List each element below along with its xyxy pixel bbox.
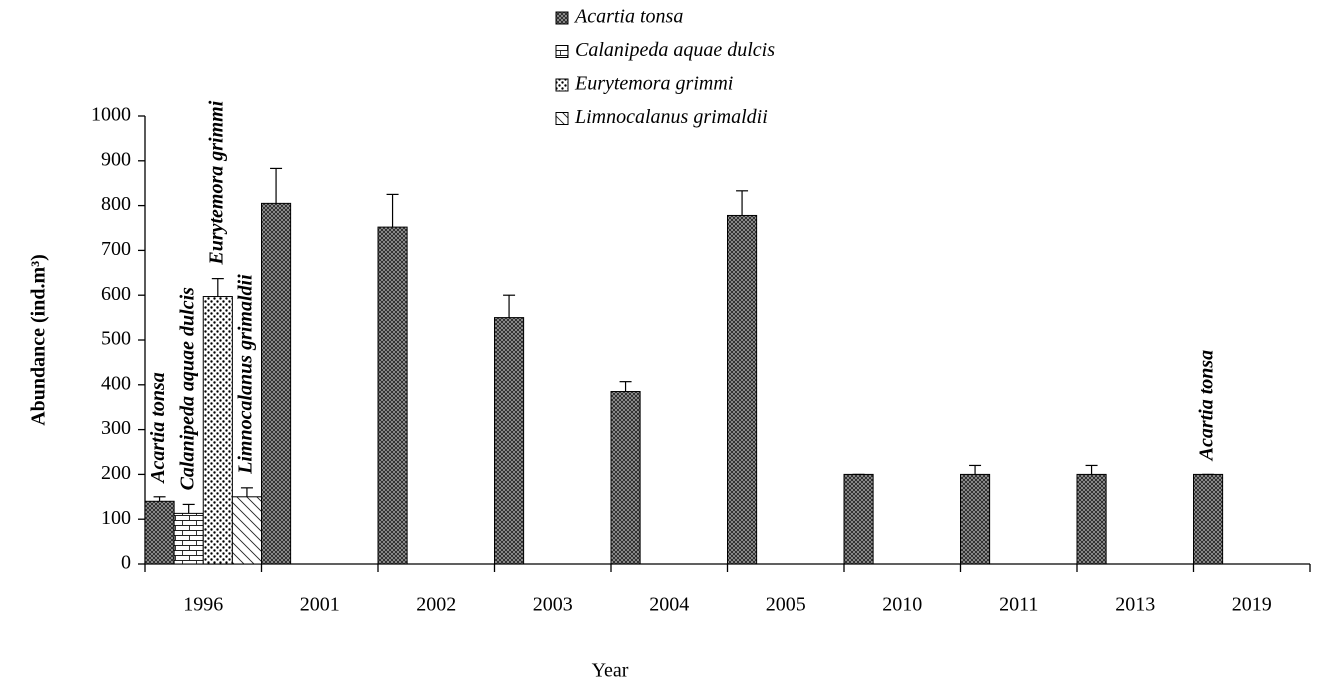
x-axis-label: Year (592, 660, 629, 682)
bar (1076, 473, 1107, 565)
bar (231, 496, 262, 565)
x-tick-label: 2003 (533, 594, 573, 616)
y-tick-label: 400 (101, 372, 131, 394)
y-tick-label: 800 (101, 193, 131, 215)
bar (1193, 473, 1224, 565)
error-bar (153, 496, 166, 502)
x-tick-label: 2004 (649, 594, 689, 616)
legend-swatch (555, 78, 569, 92)
bar (494, 317, 525, 565)
bar (202, 296, 233, 565)
y-tick-label: 200 (101, 462, 131, 484)
x-tick-label: 2019 (1232, 594, 1272, 616)
legend-label: Acartia tonsa (573, 6, 683, 28)
annotation: Acartia tonsa (1196, 350, 1218, 463)
x-tick-label: 1996 (183, 594, 223, 616)
legend-label: Eurytemora grimmi (574, 73, 733, 95)
y-tick-label: 700 (101, 238, 131, 260)
x-tick-label: 2005 (766, 594, 806, 616)
legend-swatch (555, 112, 569, 125)
annotation: Eurytemora grimmi (205, 100, 227, 265)
error-bar (270, 167, 283, 204)
y-axis-label: Abundance (ind.m³) (28, 254, 50, 426)
annotation: Limnocalanus grimaldii (235, 274, 257, 475)
bar (144, 500, 175, 565)
y-tick-label: 300 (101, 417, 131, 439)
x-tick-label: 2001 (300, 594, 340, 616)
bar (173, 512, 204, 565)
legend-swatch (555, 11, 569, 25)
error-bar (736, 190, 749, 216)
error-bar (386, 193, 399, 228)
y-tick-label: 100 (101, 507, 131, 529)
error-bar (240, 487, 253, 497)
bar (261, 202, 292, 565)
y-tick-label: 0 (121, 552, 131, 574)
y-tick-label: 900 (101, 148, 131, 170)
bar (843, 473, 874, 565)
error-bar (211, 278, 224, 297)
bar (727, 214, 758, 565)
legend-label: Calanipeda aquae dulcis (575, 39, 775, 61)
annotation: Acartia tonsa (147, 372, 169, 485)
legend-label: Limnocalanus grimaldii (574, 106, 768, 128)
error-bar (619, 381, 632, 392)
x-tick-label: 2002 (416, 594, 456, 616)
x-tick-label: 2013 (1115, 594, 1155, 616)
bar (377, 226, 408, 565)
x-tick-label: 2011 (999, 594, 1038, 616)
error-bar (503, 294, 516, 318)
y-tick-label: 600 (101, 283, 131, 305)
legend-swatch (555, 45, 569, 58)
annotation: Calanipeda aquae dulcis (176, 287, 198, 491)
error-bar (969, 464, 982, 475)
bar (610, 391, 641, 565)
y-tick-label: 1000 (91, 104, 131, 126)
y-tick-label: 500 (101, 328, 131, 350)
bar (960, 473, 991, 565)
x-tick-label: 2010 (882, 594, 922, 616)
error-bar (1085, 464, 1098, 475)
error-bar (182, 503, 195, 514)
